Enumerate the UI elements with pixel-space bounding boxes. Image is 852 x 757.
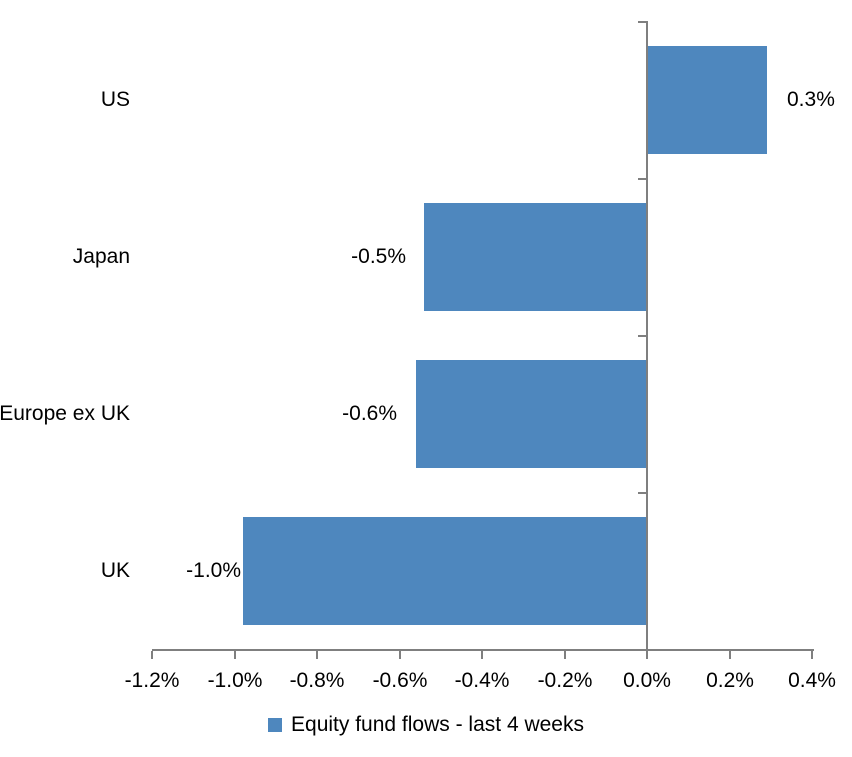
x-axis-tick (729, 651, 731, 659)
x-axis-tick (234, 651, 236, 659)
bar-us (647, 46, 767, 154)
x-axis-tick-label: -1.2% (124, 669, 180, 692)
category-label-uk: UK (100, 559, 130, 582)
x-axis-tick (399, 651, 401, 659)
x-axis-tick-label: -0.6% (372, 669, 428, 692)
bar-value-label-uk: -1.0% (186, 559, 241, 582)
x-axis-tick-label: -1.0% (207, 669, 263, 692)
x-axis-tick (151, 651, 153, 659)
x-axis-tick (564, 651, 566, 659)
x-axis-tick-label: 0.0% (623, 669, 671, 692)
category-label-europe-ex-uk: Europe ex UK (0, 402, 130, 425)
bar-value-label-japan: -0.5% (351, 245, 406, 268)
category-label-us: US (100, 88, 130, 111)
x-axis-tick-label: -0.4% (454, 669, 510, 692)
bar-value-label-us: 0.3% (787, 88, 835, 111)
y-axis-tick (638, 178, 646, 180)
x-axis-tick (646, 651, 648, 659)
y-axis-tick (638, 21, 646, 23)
x-axis-tick (316, 651, 318, 659)
y-axis-tick (638, 335, 646, 337)
category-label-japan: Japan (72, 245, 130, 268)
bar-europe-ex-uk (416, 360, 647, 468)
y-axis-line (646, 21, 648, 659)
x-axis-tick-label: 0.2% (706, 669, 754, 692)
legend-label: Equity fund flows - last 4 weeks (291, 713, 584, 736)
x-axis-tick-label: 0.4% (788, 669, 836, 692)
x-axis-line (152, 649, 814, 651)
legend-series-swatch-icon (268, 718, 283, 732)
y-axis-tick (638, 492, 646, 494)
bar-value-label-europe-ex-uk: -0.6% (342, 402, 397, 425)
bar-japan (424, 203, 647, 311)
x-axis-tick-label: -0.2% (537, 669, 593, 692)
bar-uk (243, 517, 647, 625)
x-axis-tick (811, 651, 813, 659)
x-axis-tick (481, 651, 483, 659)
legend: Equity fund flows - last 4 weeks (0, 712, 852, 738)
x-axis-tick-label: -0.8% (289, 669, 345, 692)
